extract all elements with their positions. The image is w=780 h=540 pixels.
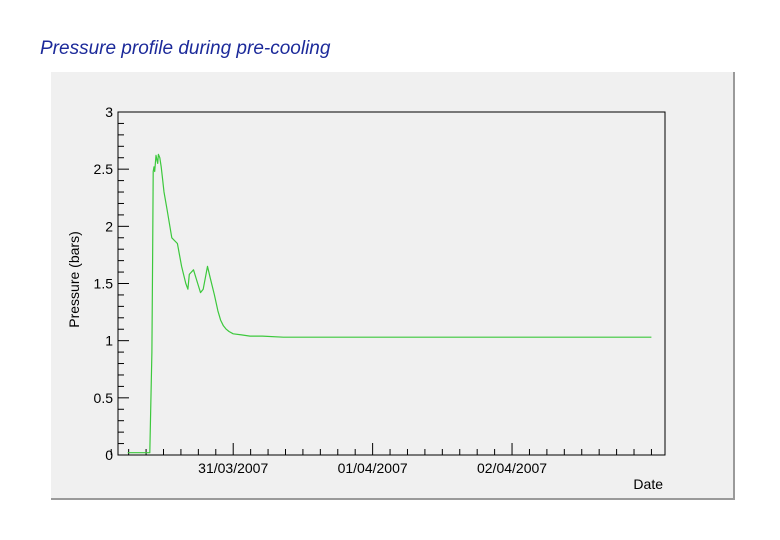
- x-tick-label: 01/04/2007: [338, 460, 408, 476]
- slide-title: Pressure profile during pre-cooling: [40, 38, 331, 59]
- pressure-chart: 0 0.5 1 1.5 2 2.5 3 31/03/2007 01/04/2007 02/04/…: [66, 104, 666, 492]
- x-axis-title: Date: [633, 476, 663, 492]
- y-tick-label: 1.5: [94, 276, 114, 292]
- y-tick-label: 1: [105, 333, 113, 349]
- y-tick-label: 3: [105, 104, 113, 120]
- plot-area: [117, 111, 666, 456]
- x-axis: 31/03/2007 01/04/2007 02/04/2007: [110, 443, 652, 476]
- chart-frame: 0 0.5 1 1.5 2 2.5 3 31/03/2007 01/04/2007 02/04/…: [51, 72, 735, 500]
- y-axis-title: Pressure (bars): [66, 231, 82, 327]
- y-axis: 0 0.5 1 1.5 2 2.5 3: [94, 104, 129, 463]
- y-tick-label: 2.5: [94, 161, 114, 177]
- x-tick-label: 02/04/2007: [477, 460, 547, 476]
- y-tick-label: 0: [105, 447, 113, 463]
- y-tick-label: 2: [105, 218, 113, 234]
- y-tick-label: 0.5: [94, 390, 114, 406]
- x-tick-label: 31/03/2007: [198, 460, 268, 476]
- pressure-series-line: [127, 153, 652, 454]
